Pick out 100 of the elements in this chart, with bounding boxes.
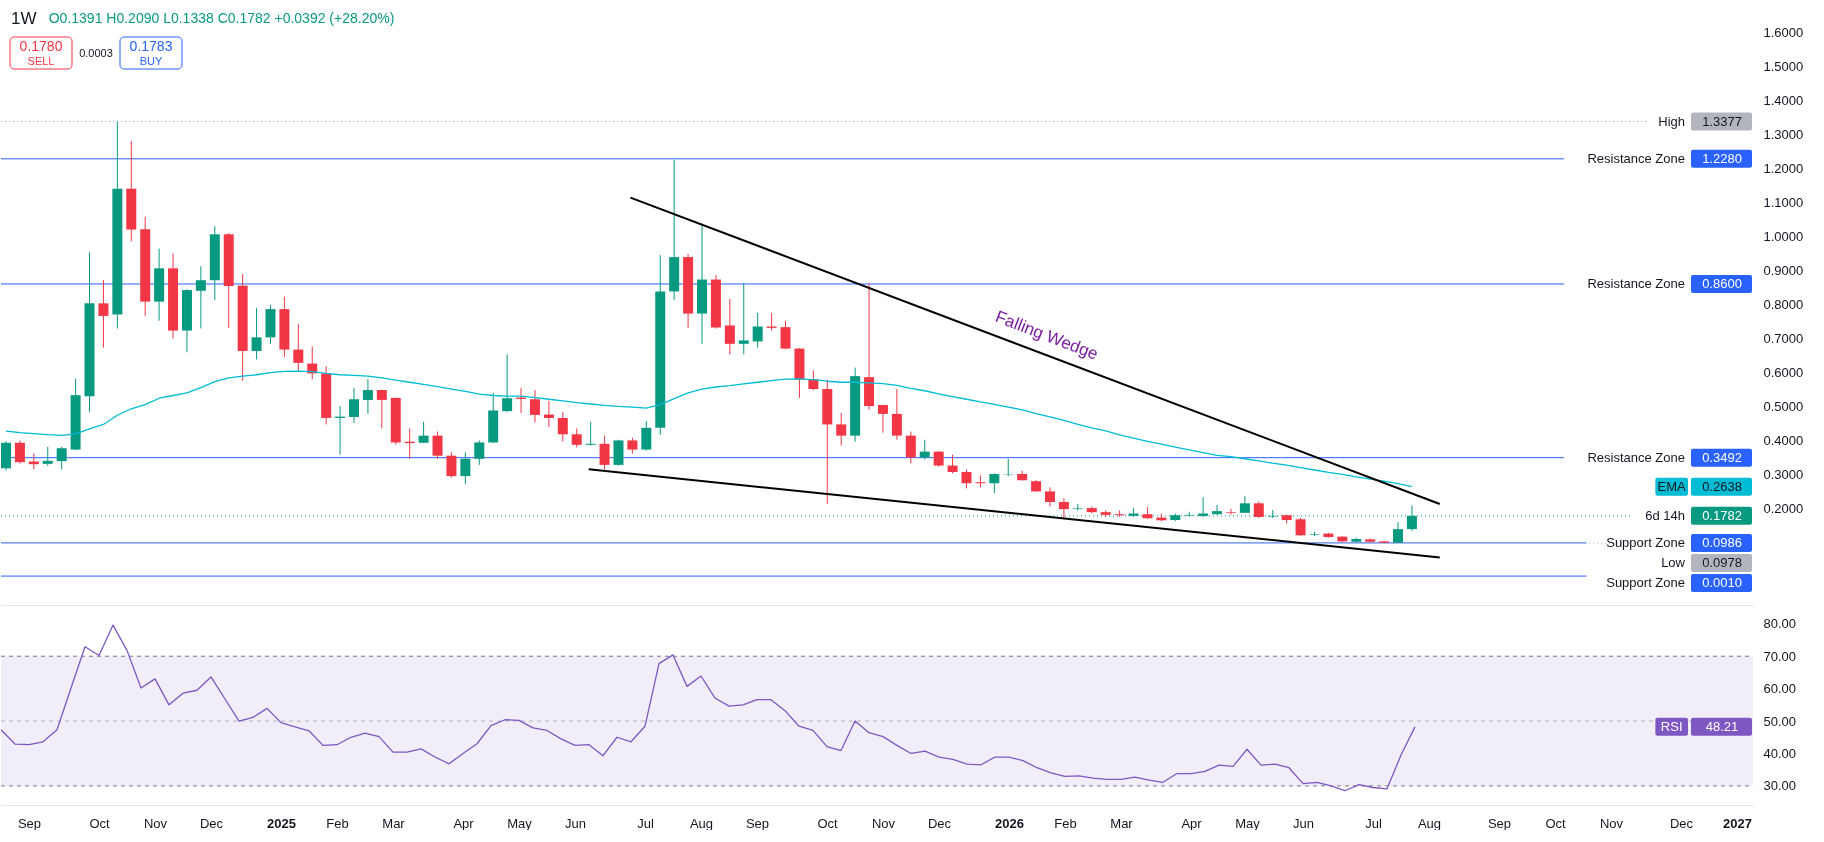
legend-label: RSI <box>1660 718 1683 734</box>
ref-line-label: Support Zone <box>1606 534 1685 550</box>
y-tick-label: 60.00 <box>1763 681 1797 697</box>
ref-line-label: Resistance Zone <box>1587 275 1685 291</box>
y-tick-label: 30.00 <box>1763 778 1797 794</box>
candlestick <box>961 468 972 489</box>
candlestick <box>362 378 373 415</box>
candlestick <box>502 353 513 413</box>
candlestick <box>1393 521 1404 544</box>
annotation: 48.21 <box>1705 718 1739 734</box>
y-tick-label: 0.6000 <box>1763 364 1804 380</box>
x-tick-label: Nov <box>871 815 896 831</box>
ref-line-label: High <box>1658 113 1685 129</box>
y-tick-label: 0.5000 <box>1763 398 1804 414</box>
y-tick-label: 0.7000 <box>1763 330 1804 346</box>
x-tick-label: Jul <box>637 815 654 831</box>
candlestick <box>905 431 916 465</box>
text: 1W <box>11 9 37 28</box>
x-tick-label: 2027 <box>1723 815 1752 831</box>
candlestick <box>432 431 443 460</box>
candlestick <box>446 451 457 478</box>
annotation: 1.3377 <box>1702 113 1742 129</box>
y-tick-label: 0.2000 <box>1763 500 1804 516</box>
candlestick <box>877 404 888 434</box>
y-tick-label: 1.4000 <box>1763 92 1804 108</box>
x-tick-label: Dec <box>199 815 224 831</box>
candlestick <box>1058 497 1069 519</box>
candlestick <box>293 323 304 372</box>
x-tick-label: 2026 <box>995 815 1024 831</box>
candlestick <box>1114 509 1125 518</box>
candlestick <box>989 472 1000 494</box>
candlestick <box>251 307 262 360</box>
annotation: 0.0978 <box>1702 554 1742 570</box>
y-tick-label: 50.00 <box>1763 713 1797 729</box>
y-tick-label: 0.3000 <box>1763 466 1804 482</box>
candlestick <box>752 312 763 349</box>
annotation: 0.0003 <box>79 47 113 59</box>
x-tick-label: Mar <box>1110 815 1134 831</box>
annotation: 0.2638 <box>1702 478 1742 494</box>
annotation: 0.0010 <box>1702 574 1742 590</box>
y-tick-label: 1.1000 <box>1763 194 1804 210</box>
candlestick <box>947 454 958 474</box>
annotation: 1.2280 <box>1702 150 1742 166</box>
candlestick <box>599 435 610 470</box>
annotation: 0.0986 <box>1702 534 1742 550</box>
x-tick-label: 2025 <box>267 815 296 831</box>
candlestick <box>1225 508 1236 516</box>
candlestick <box>376 389 387 429</box>
y-tick-label: 1.2000 <box>1763 160 1804 176</box>
candlestick <box>529 389 540 423</box>
x-tick-label: Sep <box>1487 815 1512 831</box>
candlestick <box>571 428 582 449</box>
x-tick-label: Nov <box>143 815 168 831</box>
candlestick <box>738 282 749 355</box>
y-tick-label: 1.3000 <box>1763 126 1804 142</box>
candlestick <box>98 279 109 349</box>
y-tick-label: 1.0000 <box>1763 228 1804 244</box>
y-tick-label: 80.00 <box>1763 616 1797 632</box>
candlestick <box>1295 517 1306 537</box>
annotation: 0.8600 <box>1702 275 1742 291</box>
x-tick-label: Aug <box>1417 815 1442 831</box>
candlestick <box>808 369 819 391</box>
x-tick-label: Sep <box>17 815 42 831</box>
annotation: 0.1783 <box>129 38 173 54</box>
candlestick <box>42 446 53 467</box>
annotation: SELL <box>27 55 55 67</box>
x-tick-label: May <box>507 815 533 831</box>
candlestick <box>585 421 596 446</box>
candlestick <box>780 320 791 350</box>
candlestick <box>891 388 902 441</box>
candlestick <box>836 412 847 446</box>
candlestick <box>474 439 485 466</box>
candlestick <box>349 387 359 424</box>
annotation: 0.1782 <box>1702 507 1742 523</box>
candlestick <box>724 298 735 355</box>
y-tick-label: 40.00 <box>1763 745 1797 761</box>
y-tick-label: 0.9000 <box>1763 262 1804 278</box>
text: O0.1391 H0.2090 L0.1338 C0.1782 +0.0392 (+28.20%) <box>48 10 395 26</box>
annotation: 0.1780 <box>19 38 63 54</box>
x-tick-label: Mar <box>382 815 406 831</box>
x-tick-label: Jul <box>1365 815 1382 831</box>
candlestick <box>460 451 471 485</box>
x-tick-label: Jun <box>565 815 586 831</box>
x-tick-label: Sep <box>745 815 770 831</box>
x-tick-label: Jun <box>1293 815 1314 831</box>
legend-label: EMA <box>1657 478 1687 494</box>
x-tick-label: Feb <box>1054 815 1077 831</box>
candlestick <box>557 411 568 443</box>
y-tick-label: 70.00 <box>1763 648 1797 664</box>
x-tick-label: Aug <box>689 815 714 831</box>
legend-label: Low <box>1661 554 1686 570</box>
candlestick <box>14 439 25 465</box>
x-tick-label: May <box>1235 815 1261 831</box>
x-tick-label: Dec <box>1669 815 1694 831</box>
ref-line-label: Resistance Zone <box>1587 449 1685 465</box>
y-tick-label: 0.4000 <box>1763 432 1804 448</box>
x-tick-label: Apr <box>1181 815 1203 831</box>
x-tick-label: Oct <box>1545 815 1566 831</box>
x-tick-label: Feb <box>326 815 349 831</box>
ref-line-label: Resistance Zone <box>1587 150 1685 166</box>
